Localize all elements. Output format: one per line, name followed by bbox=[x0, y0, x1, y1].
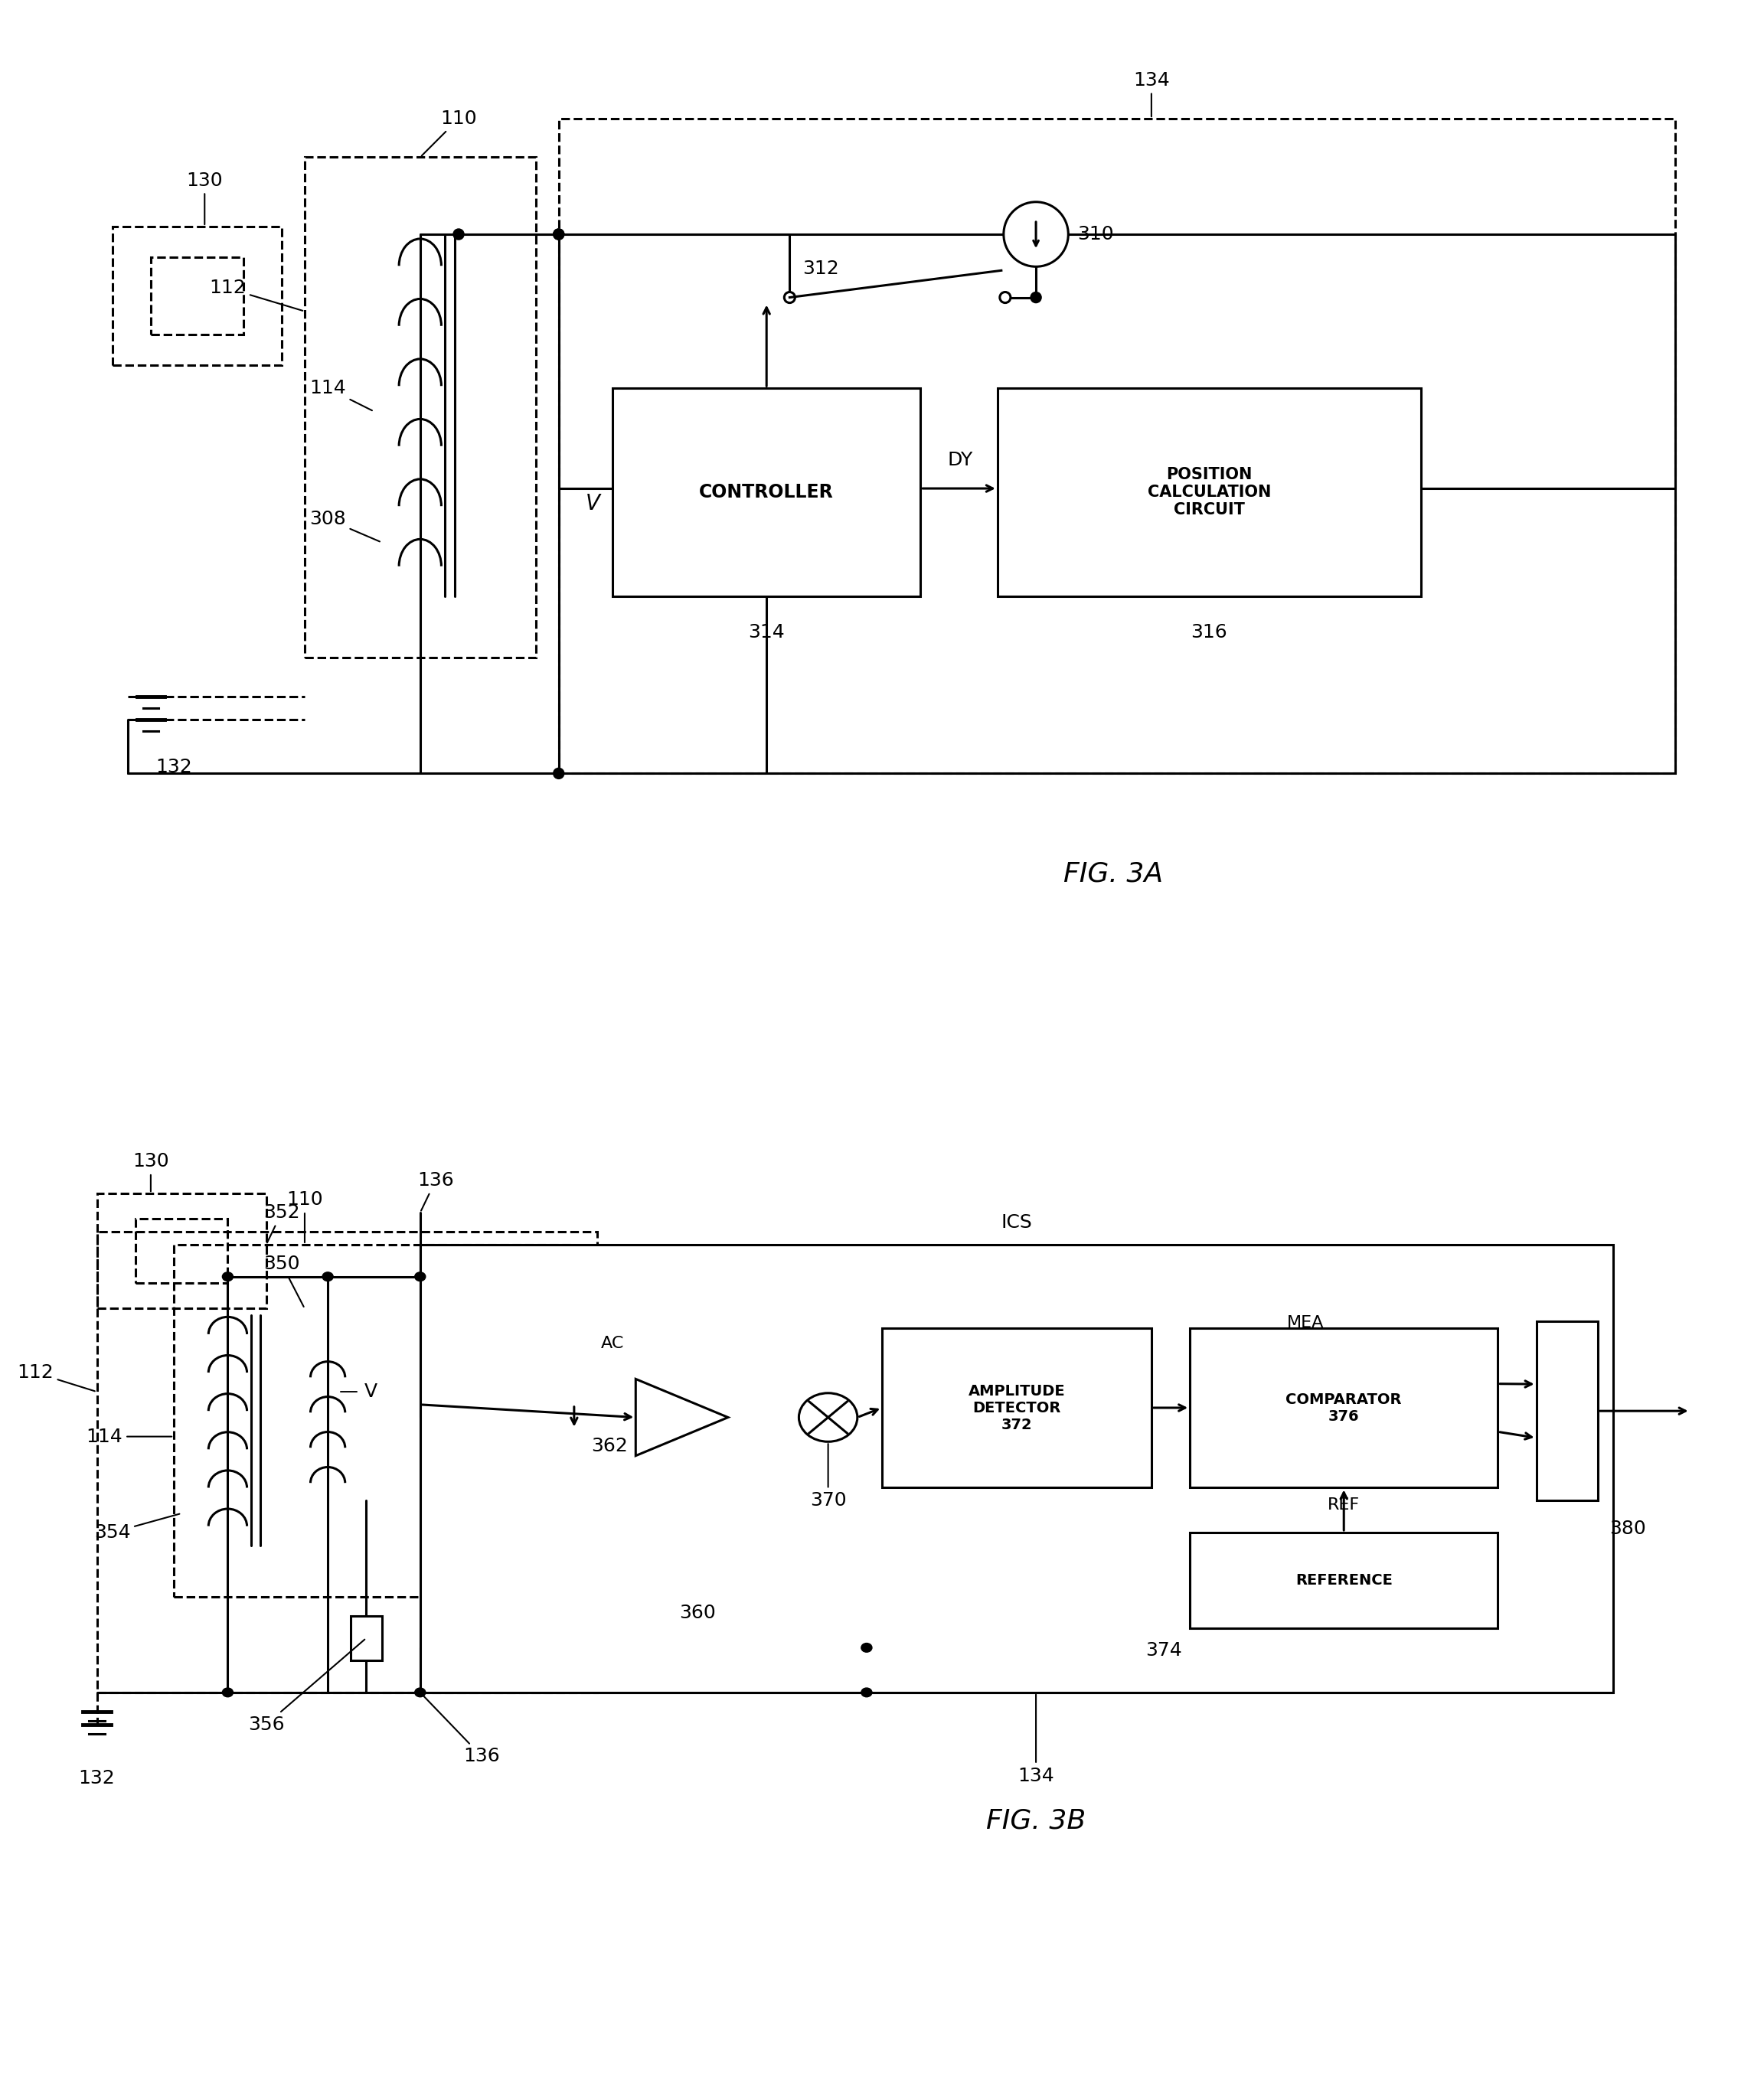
Text: 132: 132 bbox=[79, 1769, 115, 1788]
Text: 132: 132 bbox=[155, 757, 192, 776]
Text: FIG. 3A: FIG. 3A bbox=[1064, 862, 1162, 887]
Text: 370: 370 bbox=[810, 1444, 847, 1510]
Bar bbox=[1536, 1320, 1598, 1500]
Text: COMPARATOR
376: COMPARATOR 376 bbox=[1286, 1391, 1402, 1423]
Text: 374: 374 bbox=[1145, 1642, 1182, 1660]
Text: POSITION
CALCULATION
CIRCUIT: POSITION CALCULATION CIRCUIT bbox=[1147, 467, 1270, 517]
Text: 134: 134 bbox=[1132, 71, 1170, 117]
Text: FIG. 3B: FIG. 3B bbox=[986, 1806, 1087, 1834]
Bar bbox=[97, 1193, 266, 1308]
Text: CONTROLLER: CONTROLLER bbox=[699, 484, 834, 501]
Circle shape bbox=[415, 1272, 425, 1281]
Text: 352: 352 bbox=[263, 1204, 300, 1243]
Bar bbox=[1191, 1533, 1498, 1629]
Bar bbox=[420, 1245, 1614, 1692]
Text: 350: 350 bbox=[263, 1254, 303, 1306]
Text: 130: 130 bbox=[132, 1151, 169, 1191]
Text: 130: 130 bbox=[187, 171, 222, 225]
Bar bbox=[1191, 1329, 1498, 1487]
Text: 360: 360 bbox=[679, 1604, 716, 1623]
Circle shape bbox=[323, 1272, 333, 1281]
Bar bbox=[997, 388, 1420, 597]
Bar bbox=[305, 156, 536, 657]
Bar bbox=[882, 1329, 1152, 1487]
Text: 312: 312 bbox=[803, 261, 838, 277]
Bar bbox=[175, 1245, 573, 1596]
Circle shape bbox=[1004, 202, 1069, 267]
Text: 114: 114 bbox=[309, 380, 372, 411]
Text: 136: 136 bbox=[422, 1694, 499, 1765]
Bar bbox=[536, 1295, 859, 1648]
Circle shape bbox=[861, 1644, 871, 1652]
Bar bbox=[97, 1233, 598, 1692]
Text: 310: 310 bbox=[1078, 225, 1115, 244]
Bar bbox=[559, 119, 1674, 774]
Circle shape bbox=[453, 229, 464, 240]
Polygon shape bbox=[635, 1379, 729, 1456]
Bar bbox=[612, 388, 921, 597]
Text: 316: 316 bbox=[1191, 624, 1228, 642]
Text: 114: 114 bbox=[86, 1427, 171, 1446]
Bar bbox=[351, 1617, 381, 1660]
Circle shape bbox=[222, 1272, 233, 1281]
Text: ICS: ICS bbox=[1002, 1214, 1032, 1233]
Text: 354: 354 bbox=[93, 1514, 180, 1542]
Bar bbox=[136, 1218, 228, 1283]
Text: DY: DY bbox=[947, 451, 974, 469]
Circle shape bbox=[799, 1393, 857, 1441]
Text: REF: REF bbox=[1328, 1498, 1360, 1512]
Bar bbox=[113, 227, 282, 365]
Circle shape bbox=[785, 292, 796, 302]
Text: 112: 112 bbox=[210, 280, 303, 311]
Text: 362: 362 bbox=[591, 1437, 628, 1454]
Text: V: V bbox=[586, 492, 600, 515]
Circle shape bbox=[1030, 292, 1041, 302]
Text: 356: 356 bbox=[249, 1640, 365, 1733]
Text: 136: 136 bbox=[418, 1172, 453, 1210]
Text: REFERENCE: REFERENCE bbox=[1295, 1573, 1392, 1587]
Text: AMPLITUDE
DETECTOR
372: AMPLITUDE DETECTOR 372 bbox=[968, 1383, 1065, 1431]
Circle shape bbox=[222, 1688, 233, 1696]
Text: 112: 112 bbox=[18, 1364, 95, 1391]
Bar bbox=[150, 257, 243, 334]
Bar bbox=[536, 1295, 1552, 1648]
Text: 380: 380 bbox=[1609, 1521, 1646, 1537]
Circle shape bbox=[554, 768, 564, 778]
Circle shape bbox=[1000, 292, 1011, 302]
Text: AC: AC bbox=[602, 1337, 624, 1352]
Text: 314: 314 bbox=[748, 624, 785, 642]
Text: 110: 110 bbox=[422, 111, 476, 156]
Circle shape bbox=[861, 1688, 871, 1696]
Circle shape bbox=[415, 1688, 425, 1696]
Text: 110: 110 bbox=[286, 1191, 323, 1243]
Text: 308: 308 bbox=[309, 511, 379, 542]
Text: — V: — V bbox=[339, 1383, 377, 1402]
Text: MEA: MEA bbox=[1288, 1314, 1323, 1331]
Circle shape bbox=[554, 229, 564, 240]
Circle shape bbox=[554, 229, 564, 240]
Text: 134: 134 bbox=[1018, 1694, 1055, 1786]
